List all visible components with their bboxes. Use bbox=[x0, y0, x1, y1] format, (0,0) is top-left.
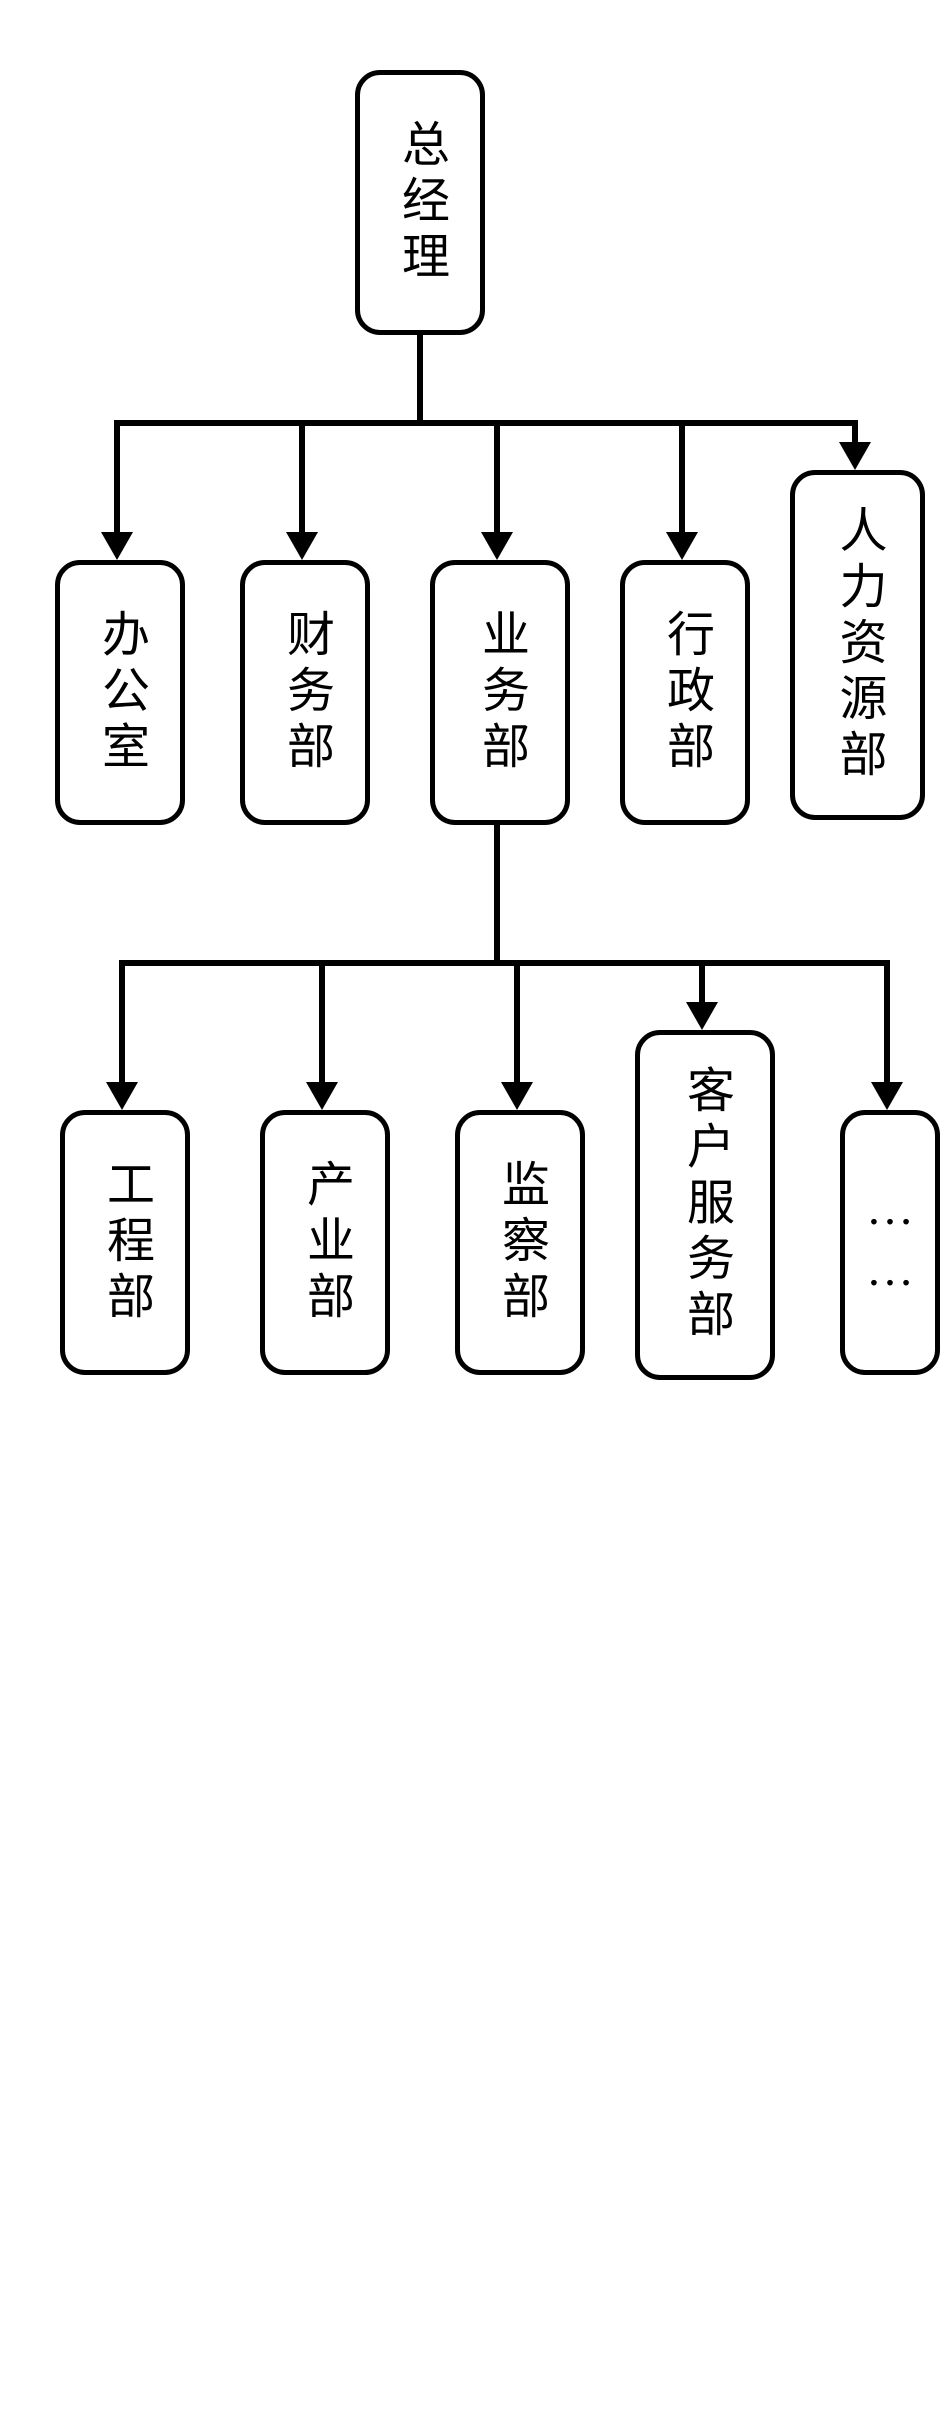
dept-finance-label: 财务部 bbox=[270, 609, 340, 777]
arrow-down-icon bbox=[101, 532, 133, 560]
subdept-engineering-label: 工程部 bbox=[90, 1159, 160, 1327]
arrow-down-icon bbox=[306, 1082, 338, 1110]
connector-v bbox=[679, 420, 685, 535]
dept-hr-label: 人力资源部 bbox=[823, 505, 893, 785]
arrow-down-icon bbox=[871, 1082, 903, 1110]
arrow-down-icon bbox=[686, 1002, 718, 1030]
subdept-custservice: 客户服务部 bbox=[635, 1030, 775, 1380]
connector-v bbox=[417, 335, 423, 423]
subdept-more-label: …… bbox=[863, 1182, 918, 1304]
subdept-inspection: 监察部 bbox=[455, 1110, 585, 1375]
dept-admin-label: 行政部 bbox=[650, 609, 720, 777]
root-general-manager-label: 总经理 bbox=[385, 119, 455, 287]
subdept-industry-label: 产业部 bbox=[290, 1159, 360, 1327]
dept-business: 业务部 bbox=[430, 560, 570, 825]
subdept-custservice-label: 客户服务部 bbox=[670, 1065, 740, 1345]
subdept-industry: 产业部 bbox=[260, 1110, 390, 1375]
connector-v bbox=[699, 960, 705, 1005]
connector-v bbox=[514, 960, 520, 1085]
dept-admin: 行政部 bbox=[620, 560, 750, 825]
arrow-down-icon bbox=[839, 442, 871, 470]
subdept-more: …… bbox=[840, 1110, 940, 1375]
connector-v bbox=[494, 825, 500, 963]
arrow-down-icon bbox=[286, 532, 318, 560]
dept-business-label: 业务部 bbox=[465, 609, 535, 777]
arrow-down-icon bbox=[501, 1082, 533, 1110]
arrow-down-icon bbox=[106, 1082, 138, 1110]
subdept-inspection-label: 监察部 bbox=[485, 1159, 555, 1327]
root-general-manager: 总经理 bbox=[355, 70, 485, 335]
connector-h bbox=[114, 420, 858, 426]
dept-office: 办公室 bbox=[55, 560, 185, 825]
connector-v bbox=[319, 960, 325, 1085]
dept-office-label: 办公室 bbox=[85, 609, 155, 777]
arrow-down-icon bbox=[481, 532, 513, 560]
connector-v bbox=[884, 960, 890, 1085]
connector-v bbox=[494, 420, 500, 535]
connector-v bbox=[299, 420, 305, 535]
connector-h bbox=[119, 960, 890, 966]
dept-finance: 财务部 bbox=[240, 560, 370, 825]
subdept-engineering: 工程部 bbox=[60, 1110, 190, 1375]
arrow-down-icon bbox=[666, 532, 698, 560]
connector-v bbox=[119, 960, 125, 1085]
dept-hr: 人力资源部 bbox=[790, 470, 925, 820]
connector-v bbox=[114, 420, 120, 535]
